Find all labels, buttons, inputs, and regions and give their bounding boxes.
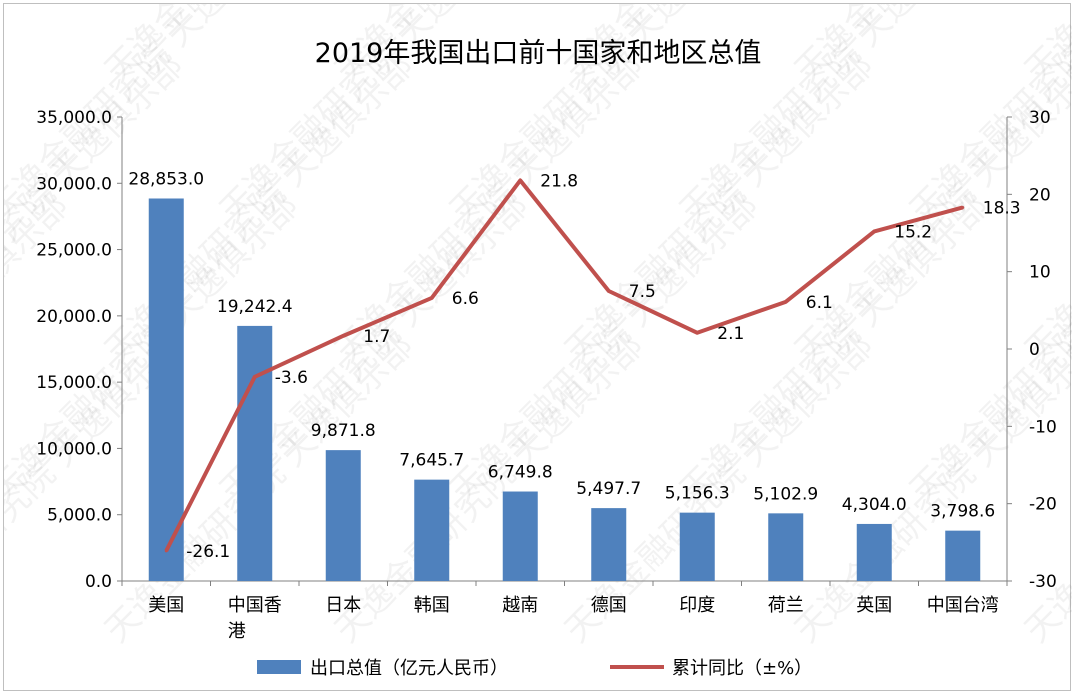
bar xyxy=(679,512,715,581)
y-right-tick-label: 0 xyxy=(1029,340,1040,360)
line-value-label: 21.8 xyxy=(540,171,578,191)
line-point xyxy=(872,229,876,233)
y-left-tick-label: 20,000.0 xyxy=(36,307,112,327)
x-tick-label: 印度 xyxy=(679,595,715,616)
legend: 出口总值（亿元人民币） 累计同比（±%） xyxy=(257,658,812,679)
line-value-label: 15.2 xyxy=(894,222,932,242)
line-value-label: -26.1 xyxy=(186,542,230,562)
line-value-label: 2.1 xyxy=(717,324,744,344)
legend-bar-label: 出口总值（亿元人民币） xyxy=(310,658,508,679)
bar xyxy=(945,530,981,581)
x-tick-label: 英国 xyxy=(856,595,892,616)
bar-value-label: 19,242.4 xyxy=(217,297,293,317)
bar xyxy=(502,491,538,581)
line-point xyxy=(430,296,434,300)
bar xyxy=(768,513,804,581)
line-point xyxy=(341,334,345,338)
line-path xyxy=(164,178,964,552)
line-value-label: 1.7 xyxy=(363,327,390,347)
line-point xyxy=(784,300,788,304)
legend-bar-swatch xyxy=(257,660,301,674)
y-left-tick-label: 25,000.0 xyxy=(36,241,112,261)
x-tick-label: 德国 xyxy=(591,595,627,616)
data-labels: 28,853.0 19,242.4 9,871.8 7,645.7 6,749.8 5,4… xyxy=(128,169,1020,561)
line-point xyxy=(164,549,168,553)
y-right-tick-label: -30 xyxy=(1029,572,1057,592)
x-tick-label: 中国香 xyxy=(228,595,282,616)
legend-line-label: 累计同比（±%） xyxy=(672,658,812,679)
y-right-tick-label: -20 xyxy=(1029,495,1057,515)
x-tick-label: 中国台湾 xyxy=(927,595,999,616)
bar-series xyxy=(148,198,981,582)
axes: 0.0 5,000.0 10,000.0 15,000.0 20,000.0 25,000… xyxy=(36,108,1056,642)
bar-value-label: 9,871.8 xyxy=(311,421,376,441)
bar xyxy=(414,479,450,581)
bar-value-label: 4,304.0 xyxy=(842,495,907,515)
bar xyxy=(856,523,892,581)
line-value-label: -3.6 xyxy=(275,368,308,388)
y-left-tick-label: 35,000.0 xyxy=(36,108,112,128)
x-tick-label: 韩国 xyxy=(414,595,450,616)
bar-value-label: 7,645.7 xyxy=(399,451,464,471)
bar-value-label: 6,749.8 xyxy=(488,463,553,483)
y-right-tick-label: -10 xyxy=(1029,417,1057,437)
line-value-label: 7.5 xyxy=(629,282,656,302)
bar xyxy=(148,198,184,582)
line-value-label: 6.6 xyxy=(452,289,479,309)
bar xyxy=(591,508,627,581)
y-right-tick-label: 30 xyxy=(1029,108,1051,128)
x-tick-label: 荷兰 xyxy=(768,595,804,616)
x-tick-label: 越南 xyxy=(502,595,538,616)
bar xyxy=(237,325,273,581)
line-point xyxy=(518,178,522,182)
bar-value-label: 5,102.9 xyxy=(753,484,818,504)
line-value-label: 18.3 xyxy=(983,198,1021,218)
x-tick-label-line2: 港 xyxy=(228,621,246,642)
line-point xyxy=(961,205,965,209)
y-right-tick-label: 10 xyxy=(1029,263,1051,283)
y-left-tick-label: 10,000.0 xyxy=(36,439,112,459)
line-point xyxy=(695,331,699,335)
bar-value-label: 5,156.3 xyxy=(665,484,730,504)
line-value-label: 6.1 xyxy=(806,293,833,313)
y-right-tick-label: 20 xyxy=(1029,185,1051,205)
y-left-tick-label: 15,000.0 xyxy=(36,373,112,393)
bar-value-label: 3,798.6 xyxy=(930,502,995,522)
line-point xyxy=(253,375,257,379)
y-left-tick-label: 5,000.0 xyxy=(47,506,112,526)
line-point xyxy=(607,289,611,293)
y-left-tick-label: 0.0 xyxy=(85,572,112,592)
bar-value-label: 28,853.0 xyxy=(128,169,204,189)
chart-title: 2019年我国出口前十国家和地区总值 xyxy=(315,38,762,69)
y-left-tick-label: 30,000.0 xyxy=(36,174,112,194)
x-tick-label: 日本 xyxy=(325,595,361,616)
x-tick-label: 美国 xyxy=(148,595,184,616)
bar xyxy=(325,450,361,581)
line-series xyxy=(164,178,965,553)
bar-value-label: 5,497.7 xyxy=(576,479,641,499)
